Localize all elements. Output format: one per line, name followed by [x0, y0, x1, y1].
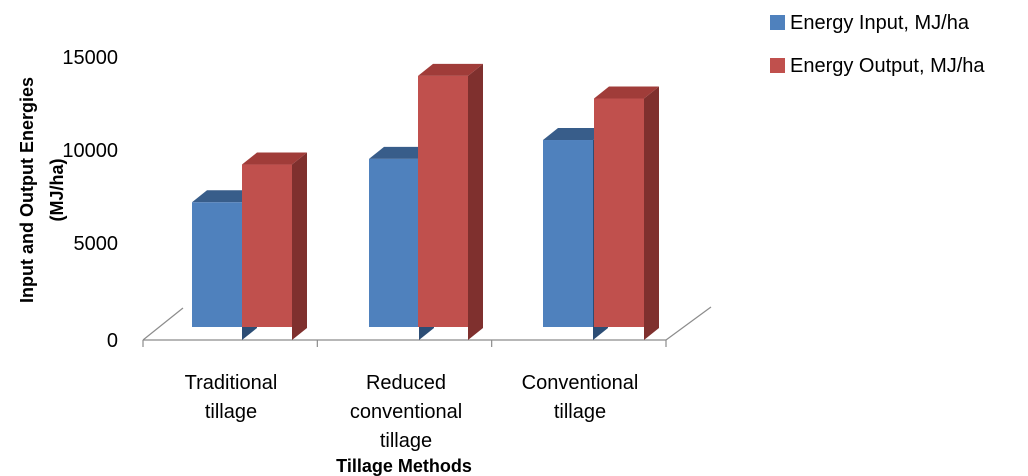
bar-top [543, 128, 608, 141]
bar-side [292, 152, 307, 340]
bar-top [418, 63, 483, 76]
x-category-label-line: Conventional [522, 372, 639, 394]
bar-front [543, 140, 593, 327]
x-category-label-line: tillage [554, 401, 606, 423]
x-category-label-line: Reduced [366, 372, 446, 394]
bar-side [468, 63, 483, 340]
bar [242, 152, 307, 340]
y-axis-title-line2: (MJ/ha) [47, 158, 67, 221]
bar [418, 63, 483, 340]
y-axis-title: Input and Output Energies (MJ/ha) [17, 77, 67, 303]
floor-left-edge [142, 307, 184, 341]
legend-swatch [770, 58, 785, 73]
x-category-labels: Traditional tillage Reduced conventional til… [185, 372, 639, 452]
y-tick-label: 10000 [62, 140, 118, 162]
x-category-label: Traditional tillage [185, 372, 278, 423]
y-tick-label: 0 [107, 330, 118, 352]
y-tick-label: 15000 [62, 47, 118, 69]
bar-front [192, 202, 242, 327]
bar-front [242, 164, 292, 327]
chart-floor [142, 306, 712, 341]
chart-bars [192, 63, 659, 340]
x-category-label: Conventional tillage [522, 372, 639, 423]
bar-top [192, 190, 257, 203]
legend: Energy Input, MJ/ha Energy Output, MJ/ha [770, 12, 985, 77]
y-axis-title-line1: Input and Output Energies [17, 77, 37, 303]
x-category-label-line: tillage [380, 430, 432, 452]
x-category-label-line: Traditional [185, 372, 278, 394]
y-tick-labels: 0 5000 10000 15000 [62, 47, 118, 352]
bar-front [418, 75, 468, 327]
x-category-label-line: tillage [205, 401, 257, 423]
x-category-label-line: conventional [350, 401, 462, 423]
bar-top [242, 152, 307, 165]
legend-label: Energy Input, MJ/ha [790, 12, 970, 34]
x-category-label: Reduced conventional tillage [350, 372, 462, 452]
y-tick-label: 5000 [74, 233, 119, 255]
legend-label: Energy Output, MJ/ha [790, 55, 985, 77]
chart-axes [142, 339, 667, 347]
bar-front [594, 98, 644, 327]
floor-right-edge [665, 306, 712, 341]
x-axis-title: Tillage Methods [336, 456, 472, 476]
bar-top [594, 86, 659, 99]
bar-top [369, 146, 434, 159]
legend-item: Energy Input, MJ/ha [770, 12, 970, 34]
bar-side [644, 86, 659, 340]
legend-swatch [770, 15, 785, 30]
legend-item: Energy Output, MJ/ha [770, 55, 985, 77]
bar [594, 86, 659, 340]
bar-front [369, 158, 419, 327]
